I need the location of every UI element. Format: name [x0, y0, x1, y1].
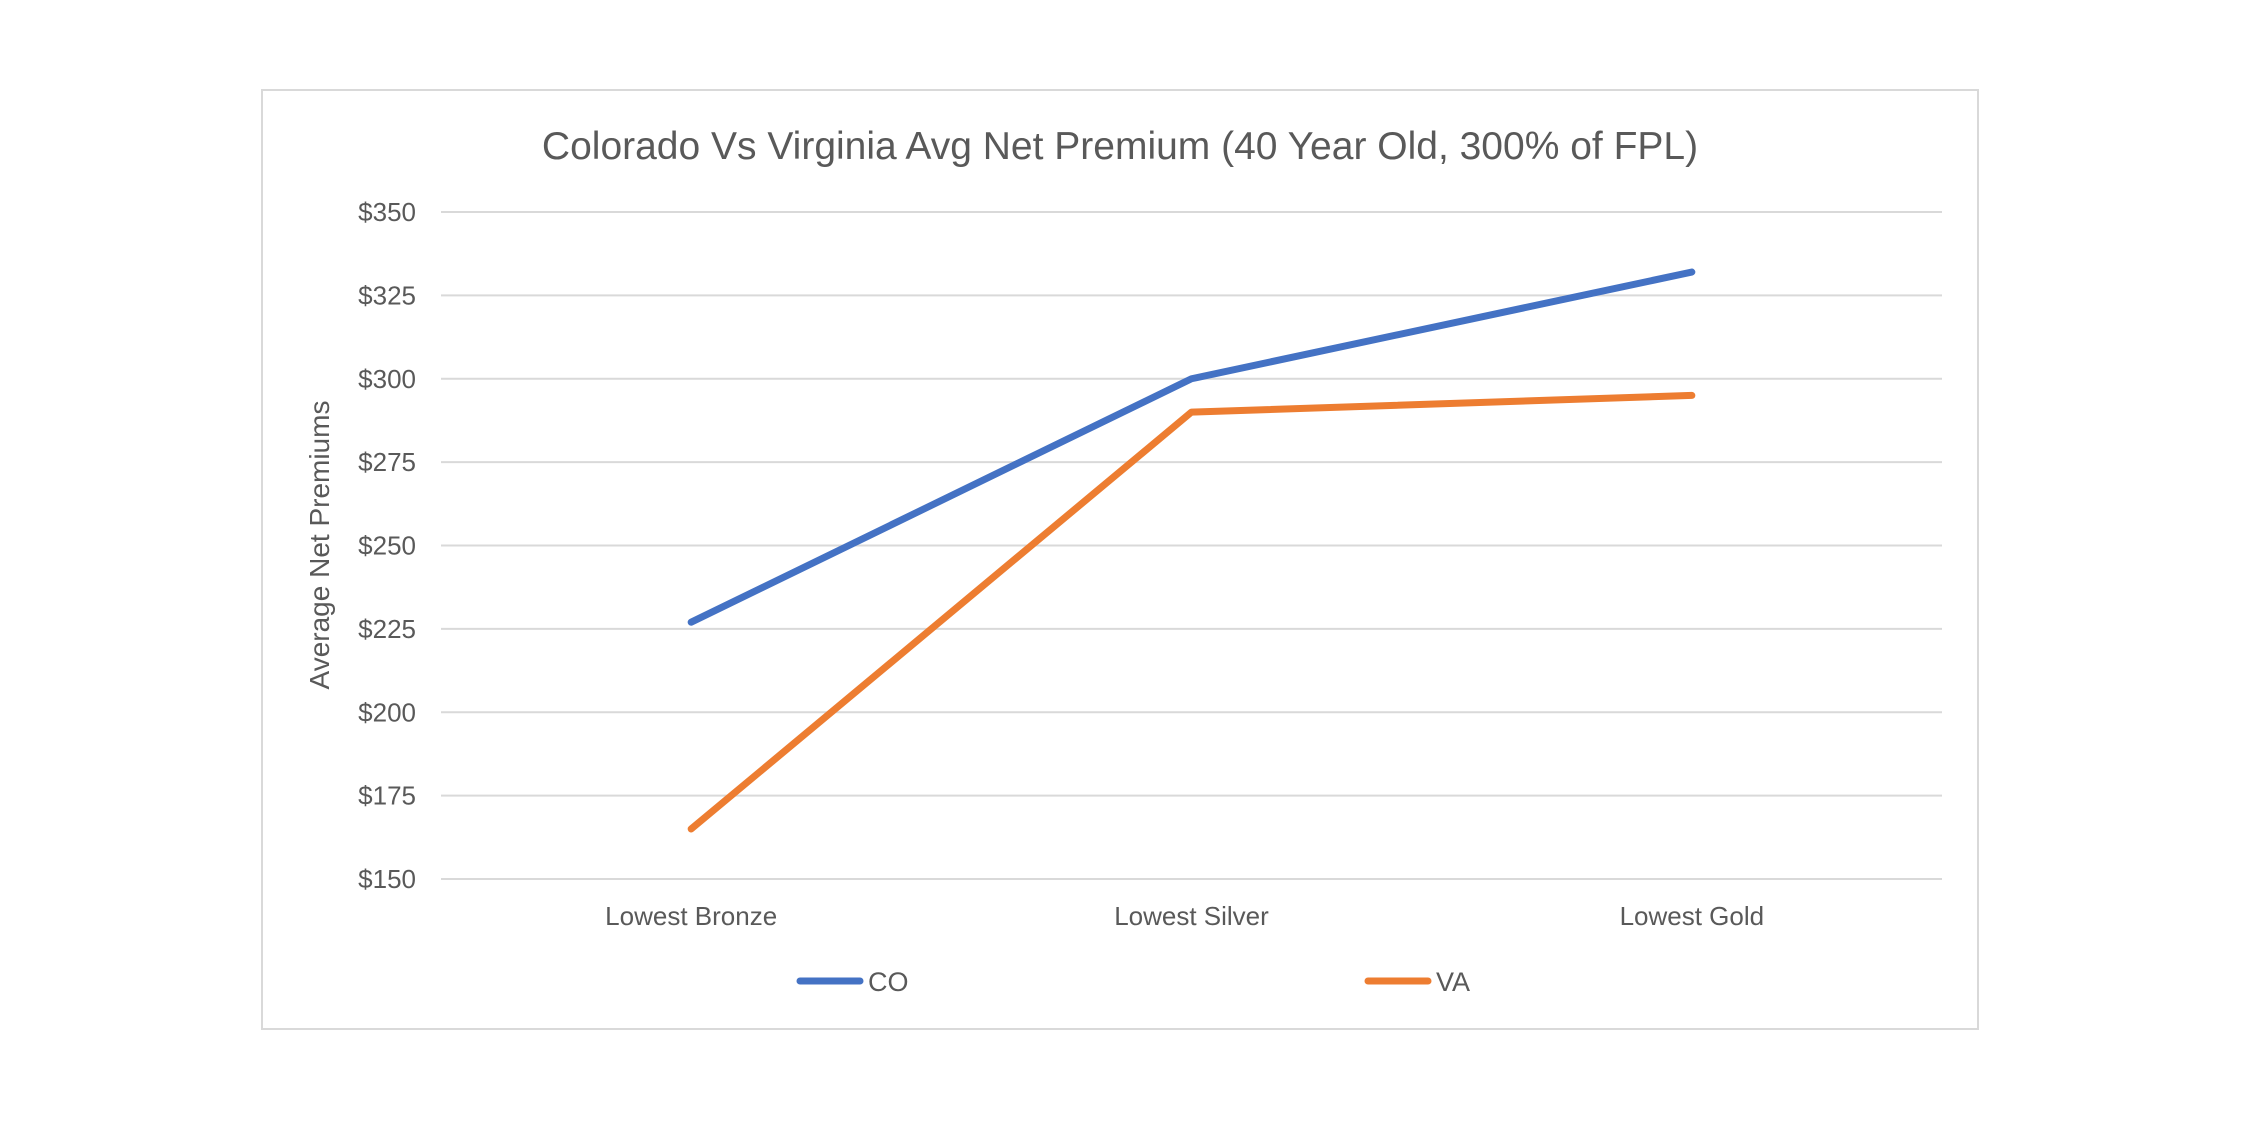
- y-tick-label: $250: [358, 531, 416, 561]
- y-tick-label: $325: [358, 280, 416, 310]
- legend: CO VA: [796, 967, 1470, 997]
- y-tick-label: $175: [358, 781, 416, 811]
- y-tick-label: $300: [358, 364, 416, 394]
- y-tick-label: $275: [358, 447, 416, 477]
- y-tick-label: $350: [358, 197, 416, 227]
- x-axis-tick-labels: Lowest Bronze Lowest Silver Lowest Gold: [605, 901, 1764, 931]
- x-tick-label: Lowest Gold: [1620, 901, 1765, 931]
- y-axis-tick-labels: $150 $175 $200 $225 $250 $275 $300 $325 $350: [358, 197, 416, 894]
- x-tick-label: Lowest Silver: [1114, 901, 1269, 931]
- y-tick-label: $225: [358, 614, 416, 644]
- legend-label-co: CO: [868, 967, 909, 997]
- x-tick-label: Lowest Bronze: [605, 901, 777, 931]
- legend-label-va: VA: [1436, 967, 1470, 997]
- y-tick-label: $150: [358, 864, 416, 894]
- y-axis-title: Average Net Premiums: [304, 401, 335, 690]
- gridlines: [441, 211, 1942, 880]
- series-line-va: [687, 391, 1696, 833]
- series-lines: [687, 268, 1696, 833]
- series-line-co: [687, 268, 1696, 626]
- chart-area: [261, 89, 1979, 1030]
- chart-title: Colorado Vs Virginia Avg Net Premium (40…: [542, 125, 1698, 168]
- y-tick-label: $200: [358, 697, 416, 727]
